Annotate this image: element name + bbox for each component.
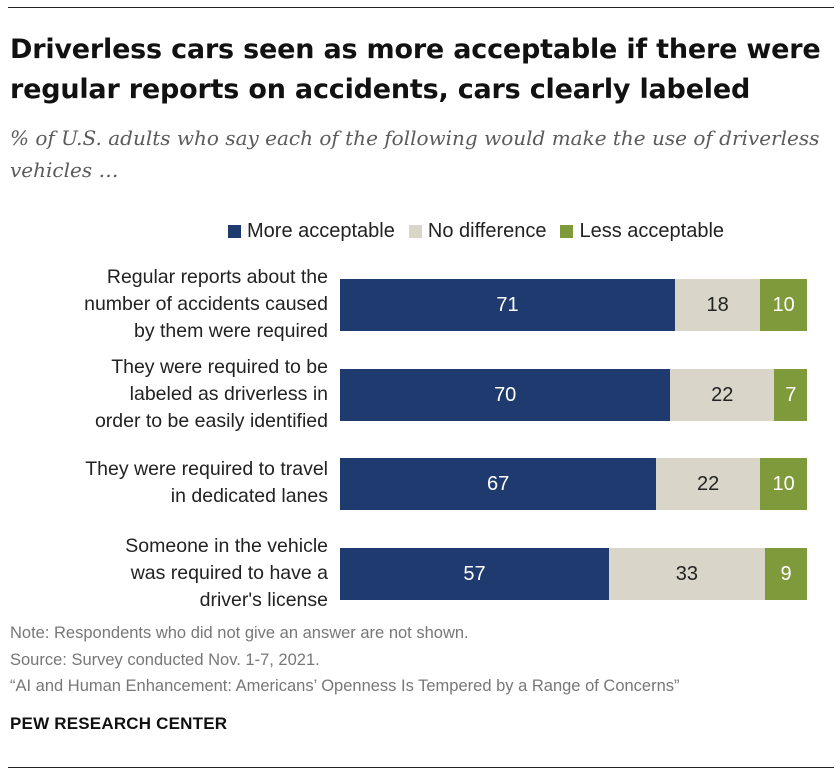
bar-more: 57 [340, 548, 610, 600]
bar-less: 9 [764, 548, 808, 600]
chart-subtitle: % of U.S. adults who say each of the fol… [10, 126, 820, 182]
bar-more: 70 [340, 369, 671, 421]
row-label-line: by them were required [133, 319, 328, 342]
brand-logo-text: PEW RESEARCH CENTER [10, 714, 228, 733]
bar-less: 10 [760, 279, 808, 331]
legend-item-no-difference: No difference [408, 219, 547, 243]
legend-swatch-more [228, 224, 241, 238]
bar-more: 71 [340, 279, 676, 331]
legend-label-less: Less acceptable [579, 219, 725, 242]
row-label: They were required to be labeled as drive… [8, 354, 328, 435]
legend-item-less: Less acceptable [560, 220, 724, 243]
report-title: “AI and Human Enhancement: Americans’ Op… [10, 677, 680, 695]
bar-less: 10 [760, 458, 808, 510]
row-label-line: driver's license [199, 588, 328, 611]
row-label-line: number of accidents caused [84, 292, 328, 315]
row-label-line: labeled as driverless in [129, 382, 328, 405]
bar-more: 67 [340, 458, 657, 510]
row-label-line: order to be easily identified [94, 409, 328, 432]
bar-no-difference: 22 [656, 458, 761, 510]
legend-swatch-less [560, 224, 574, 238]
legend: More acceptable No difference Less accep… [228, 218, 724, 244]
row-label-line: They were required to travel [85, 458, 328, 480]
source-text: Source: Survey conducted Nov. 1-7, 2021. [10, 651, 320, 669]
row-label-line: Regular reports about the [106, 265, 328, 288]
bar-no-difference: 22 [670, 369, 775, 421]
row-label: Regular reports about the number of accid… [8, 264, 328, 345]
bar-value-label: 9 [780, 562, 792, 585]
bar-value-label: 22 [697, 472, 720, 495]
chart-title: Driverless cars seen as more acceptable … [10, 34, 821, 105]
row-label-line: They were required to be [111, 355, 328, 378]
top-rule [8, 7, 834, 8]
bar-value-label: 7 [785, 383, 797, 406]
bar-value-label: 10 [772, 293, 795, 316]
bar-value-label: 70 [494, 383, 517, 406]
bar-value-label: 57 [463, 562, 486, 585]
bar-value-label: 22 [711, 383, 734, 406]
legend-label-more: More acceptable [247, 219, 395, 242]
row-label-line: Someone in the vehicle [125, 534, 328, 557]
note-text: Note: Respondents who did not give an an… [10, 624, 469, 642]
bar-value-label: 18 [706, 293, 729, 316]
bar-less: 7 [774, 369, 808, 421]
bar-value-label: 33 [675, 562, 699, 585]
row-label-line: in dedicated lanes [170, 485, 328, 507]
bar-no-difference: 18 [675, 279, 761, 331]
row-label: Someone in the vehicle was required to ha… [8, 533, 328, 614]
bar-value-label: 10 [772, 472, 795, 495]
row-label-line: was required to have a [130, 561, 328, 584]
bar-value-label: 71 [496, 293, 519, 316]
legend-item-more: More acceptable [228, 220, 395, 243]
row-label: They were required to travel in dedicated… [8, 456, 328, 510]
bar-value-label: 67 [486, 472, 510, 495]
legend-swatch-no-difference [408, 224, 422, 238]
legend-label-no-difference: No difference [427, 219, 547, 242]
bottom-rule [8, 767, 834, 768]
bar-no-difference: 33 [609, 548, 765, 600]
